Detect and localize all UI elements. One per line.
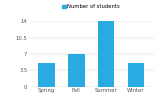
Bar <box>38 63 55 87</box>
Bar <box>128 63 144 87</box>
Bar <box>98 21 114 87</box>
Bar <box>68 54 84 87</box>
Legend: Number of students: Number of students <box>62 4 120 9</box>
